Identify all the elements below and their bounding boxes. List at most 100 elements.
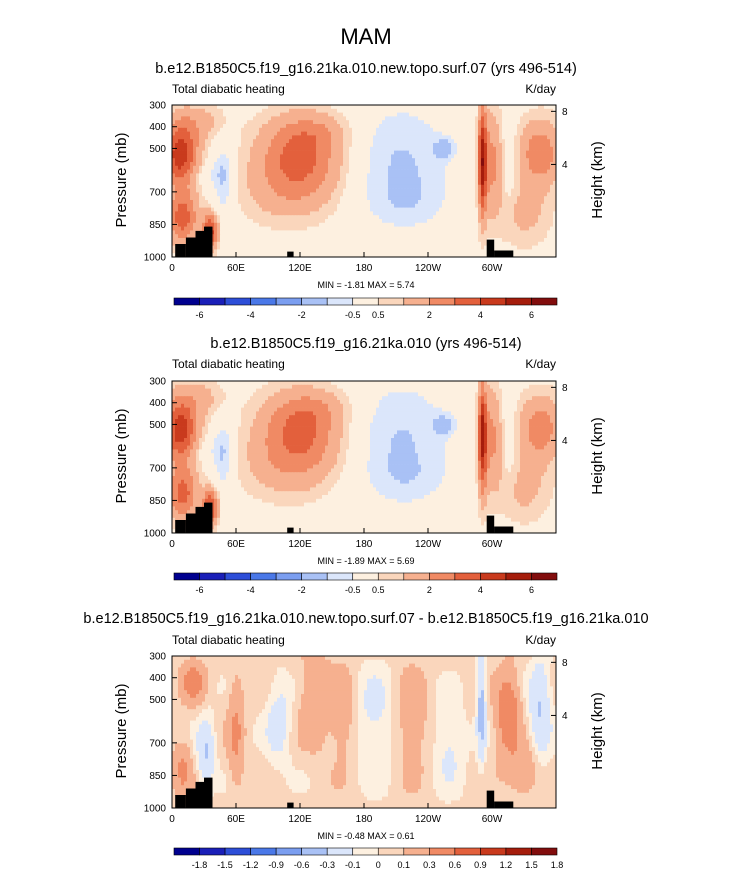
- contour-cell: [235, 139, 239, 144]
- contour-cell: [517, 139, 521, 144]
- contour-cell: [493, 203, 497, 208]
- contour-cell: [352, 222, 356, 227]
- contour-cell: [352, 215, 356, 220]
- contour-cell: [373, 177, 377, 182]
- contour-cell: [223, 112, 227, 117]
- contour-cell: [499, 184, 503, 189]
- contour-cell: [259, 150, 263, 155]
- contour-cell: [550, 203, 554, 208]
- contour-cell: [478, 200, 482, 205]
- contour-cell: [283, 169, 287, 174]
- contour-cell: [379, 181, 383, 186]
- contour-cell: [439, 116, 443, 121]
- contour-cell: [283, 222, 287, 227]
- contour-cell: [241, 234, 245, 239]
- contour-cell: [322, 135, 326, 140]
- contour-cell: [550, 226, 554, 231]
- contour-cell: [220, 238, 224, 243]
- contour-cell: [493, 234, 497, 239]
- contour-cell: [232, 207, 236, 212]
- contour-cell: [436, 143, 440, 148]
- contour-cell: [328, 112, 332, 117]
- contour-cell: [526, 211, 530, 216]
- contour-cell: [481, 188, 485, 193]
- contour-cell: [505, 207, 509, 212]
- contour-cell: [307, 124, 311, 129]
- contour-cell: [274, 169, 278, 174]
- contour-cell: [553, 131, 557, 136]
- contour-cell: [283, 135, 287, 140]
- contour-cell: [229, 207, 233, 212]
- contour-cell: [301, 150, 305, 155]
- contour-cell: [364, 120, 368, 125]
- contour-cell: [361, 226, 365, 231]
- contour-cell: [361, 241, 365, 246]
- contour-cell: [307, 131, 311, 136]
- contour-cell: [523, 177, 527, 182]
- contour-cell: [256, 238, 260, 243]
- contour-cell: [505, 112, 509, 117]
- contour-cell: [541, 158, 545, 163]
- contour-cell: [391, 203, 395, 208]
- contour-cell: [346, 245, 350, 250]
- contour-cell: [373, 143, 377, 148]
- contour-cell: [445, 203, 449, 208]
- contour-cell: [232, 188, 236, 193]
- contour-cell: [238, 241, 242, 246]
- contour-cell: [484, 108, 488, 113]
- contour-cell: [427, 108, 431, 113]
- contour-cell: [403, 192, 407, 197]
- contour-cell: [262, 230, 266, 235]
- contour-cell: [376, 177, 380, 182]
- contour-cell: [388, 238, 392, 243]
- contour-cell: [496, 135, 500, 140]
- contour-cell: [394, 245, 398, 250]
- contour-cell: [364, 154, 368, 159]
- contour-cell: [373, 245, 377, 250]
- contour-cell: [487, 116, 491, 121]
- contour-cell: [310, 245, 314, 250]
- contour-cell: [343, 219, 347, 224]
- contour-cell: [256, 234, 260, 239]
- contour-cell: [403, 203, 407, 208]
- contour-cell: [241, 188, 245, 193]
- contour-cell: [445, 139, 449, 144]
- contour-cell: [262, 222, 266, 227]
- contour-cell: [334, 173, 338, 178]
- contour-cell: [409, 222, 413, 227]
- contour-cell: [220, 116, 224, 121]
- contour-cell: [532, 146, 536, 151]
- contour-cell: [358, 139, 362, 144]
- contour-cell: [418, 211, 422, 216]
- contour-cell: [526, 241, 530, 246]
- contour-cell: [484, 146, 488, 151]
- contour-cell: [301, 105, 305, 110]
- contour-cell: [271, 120, 275, 125]
- contour-cell: [457, 165, 461, 170]
- contour-cell: [367, 146, 371, 151]
- contour-cell: [181, 150, 185, 155]
- contour-cell: [250, 226, 254, 231]
- contour-cell: [424, 112, 428, 117]
- contour-cell: [484, 234, 488, 239]
- contour-cell: [460, 169, 464, 174]
- contour-cell: [286, 211, 290, 216]
- contour-cell: [514, 226, 518, 231]
- contour-cell: [478, 192, 482, 197]
- contour-cell: [202, 150, 206, 155]
- contour-cell: [421, 105, 425, 110]
- contour-cell: [184, 215, 188, 220]
- contour-cell: [382, 162, 386, 167]
- contour-cell: [307, 207, 311, 212]
- contour-cell: [472, 249, 476, 254]
- contour-cell: [280, 158, 284, 163]
- contour-cell: [490, 211, 494, 216]
- contour-cell: [334, 222, 338, 227]
- contour-cell: [418, 207, 422, 212]
- contour-cell: [541, 188, 545, 193]
- contour-cell: [262, 120, 266, 125]
- contour-cell: [547, 203, 551, 208]
- contour-cell: [259, 238, 263, 243]
- contour-cell: [544, 105, 548, 110]
- contour-cell: [421, 135, 425, 140]
